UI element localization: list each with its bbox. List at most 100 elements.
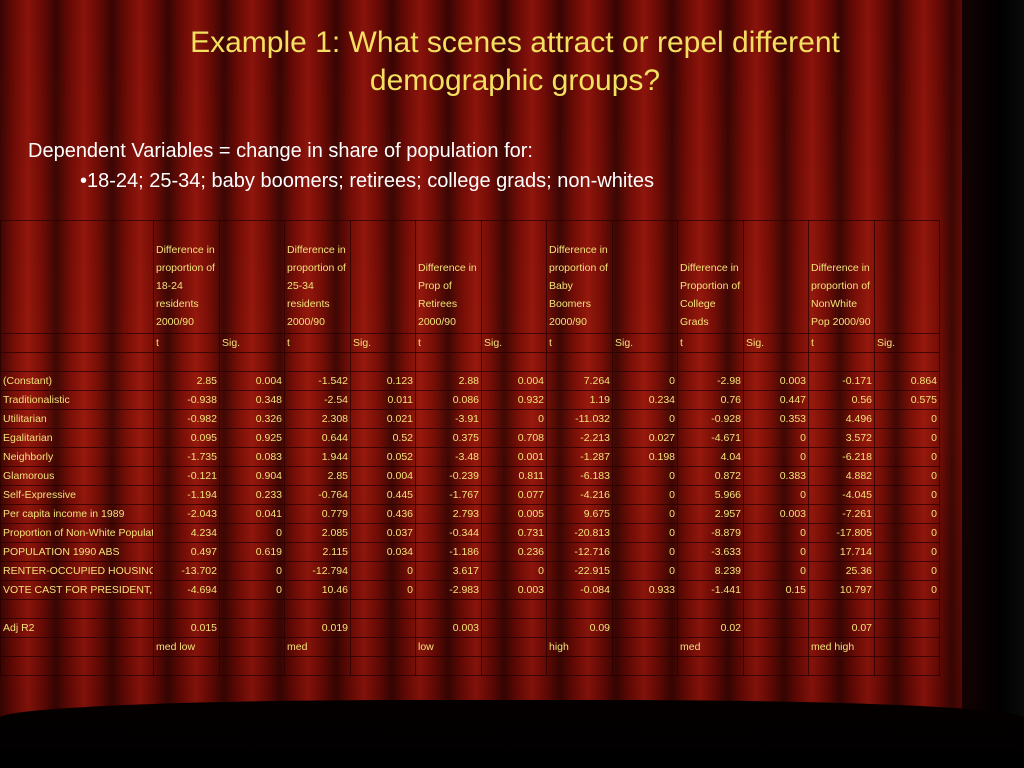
empty-cell [153,352,220,372]
value-cell: 2.793 [415,504,482,524]
value-cell: 0 [612,523,678,543]
value-cell: 0.644 [284,428,351,448]
table-row: Utilitarian -0.982 0.326 2.308 0.021 -3.91 0 -1… [0,409,940,429]
value-cell: -1.542 [284,371,351,391]
empty-cell [677,352,744,372]
col-header-t: t [415,333,482,353]
value-cell: 0 [874,409,940,429]
rating-value: high [546,637,613,657]
value-cell: -1.186 [415,542,482,562]
empty-cell [546,656,613,676]
col-header-sig: Sig. [874,333,940,353]
empty-cell [415,352,482,372]
value-cell: 9.675 [546,504,613,524]
value-cell: -0.344 [415,523,482,543]
value-cell: -4.694 [153,580,220,600]
empty-cell [350,352,416,372]
value-cell: 0 [481,409,547,429]
table-row: Proportion of Non-White Populatio 4.234 0 2… [0,523,940,543]
row-label: Neighborly [0,447,154,467]
table-row: Traditionalistic -0.938 0.348 -2.54 0.011 0.0… [0,390,940,410]
row-label: POPULATION 1990 ABS [0,542,154,562]
col-header-t: t [677,333,744,353]
empty-cell [874,220,940,334]
col-header-sig: Sig. [612,333,678,353]
value-cell: 8.239 [677,561,744,581]
value-cell: 0.436 [350,504,416,524]
col-header-sig: Sig. [743,333,809,353]
value-cell: 2.115 [284,542,351,562]
table-row: Neighborly -1.735 0.083 1.944 0.052 -3.48 0.00… [0,447,940,467]
group-header-row: Difference in proportion of 18-24 reside… [0,220,940,334]
value-cell: -3.91 [415,409,482,429]
empty-cell [219,599,285,619]
value-cell: 0.904 [219,466,285,486]
value-cell: -12.716 [546,542,613,562]
empty-cell [874,599,940,619]
regression-table: Difference in proportion of 18-24 reside… [0,220,940,676]
value-cell: -3.48 [415,447,482,467]
group-header: Difference in proportion of 18-24 reside… [153,220,220,334]
value-cell: 0.779 [284,504,351,524]
empty-cell [350,656,416,676]
value-cell: -0.121 [153,466,220,486]
table-row: Glamorous -0.121 0.904 2.85 0.004 -0.239 0.811… [0,466,940,486]
adj-r2-value: 0.02 [677,618,744,638]
value-cell: 17.714 [808,542,875,562]
value-cell: -1.735 [153,447,220,467]
empty-cell [0,220,154,334]
value-cell: 0.932 [481,390,547,410]
value-cell: -0.239 [415,466,482,486]
value-cell: 0.083 [219,447,285,467]
rating-value: low [415,637,482,657]
value-cell: 0 [743,428,809,448]
value-cell: -22.915 [546,561,613,581]
value-cell: 0.234 [612,390,678,410]
value-cell: -1.441 [677,580,744,600]
slide-subtitle: Dependent Variables = change in share of… [28,140,533,162]
value-cell: -7.261 [808,504,875,524]
empty-cell [153,599,220,619]
empty-cell [350,220,416,334]
group-header: Difference in Prop of Retirees 2000/90 [415,220,482,334]
value-cell: 0.198 [612,447,678,467]
empty-cell [546,599,613,619]
value-cell: 0.619 [219,542,285,562]
table-row: POPULATION 1990 ABS 0.497 0.619 2.115 0.034-… [0,542,940,562]
empty-cell [612,618,678,638]
empty-cell [481,599,547,619]
empty-cell [0,352,154,372]
value-cell: -1.194 [153,485,220,505]
value-cell: 0 [219,523,285,543]
value-cell: 0.005 [481,504,547,524]
table-row: VOTE CAST FOR PRESIDENT, PER-4.694010.46… [0,580,940,600]
value-cell: -4.671 [677,428,744,448]
empty-cell [743,637,809,657]
value-cell: 0 [481,561,547,581]
value-cell: -0.928 [677,409,744,429]
value-cell: 0.15 [743,580,809,600]
empty-cell [612,599,678,619]
value-cell: -2.213 [546,428,613,448]
empty-cell [808,352,875,372]
col-header-t: t [153,333,220,353]
empty-cell [874,637,940,657]
empty-cell [481,220,547,334]
empty-cell [284,656,351,676]
value-cell: 0.003 [481,580,547,600]
table-row: Egalitarian 0.095 0.925 0.644 0.52 0.375 0.708… [0,428,940,448]
value-cell: 0.011 [350,390,416,410]
col-header-t: t [284,333,351,353]
value-cell: 0.027 [612,428,678,448]
value-cell: 5.966 [677,485,744,505]
row-label: Adj R2 [0,618,154,638]
group-header: Difference in Proportion of College Grad… [677,220,744,334]
value-cell: 0 [612,409,678,429]
empty-cell [0,333,154,353]
value-cell: 0.497 [153,542,220,562]
row-label: VOTE CAST FOR PRESIDENT, PER [0,580,154,600]
value-cell: 0.872 [677,466,744,486]
empty-cell [350,599,416,619]
table-row: Per capita income in 1989 -2.043 0.041 0.77… [0,504,940,524]
col-header-t: t [546,333,613,353]
